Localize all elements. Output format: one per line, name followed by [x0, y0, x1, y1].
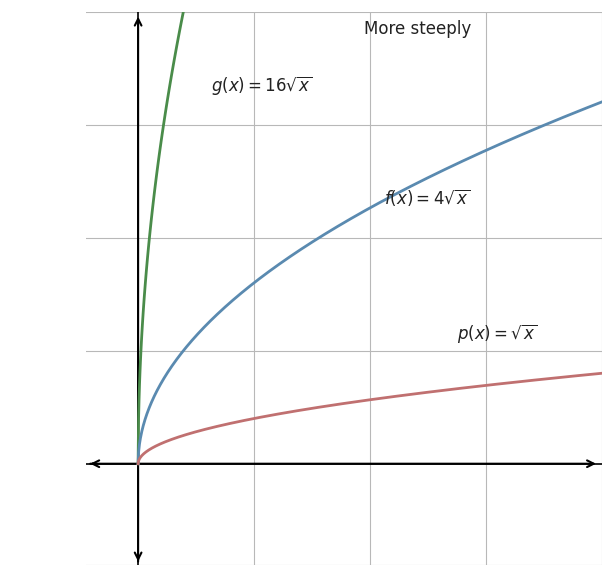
Text: $f(x) = 4\sqrt{x}$: $f(x) = 4\sqrt{x}$: [384, 187, 471, 208]
Text: More steeply: More steeply: [364, 20, 472, 38]
Text: $g(x) = 16\sqrt{x}$: $g(x) = 16\sqrt{x}$: [211, 74, 312, 97]
Text: $p(x) = \sqrt{x}$: $p(x) = \sqrt{x}$: [457, 323, 537, 346]
